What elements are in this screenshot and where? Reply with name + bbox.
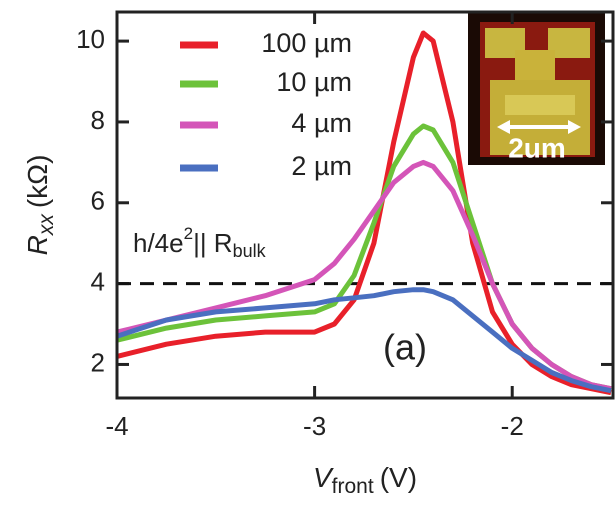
x-tick-label: -4 [105, 411, 128, 441]
label-sup: 2 [184, 224, 193, 243]
legend-label: 2 µm [291, 151, 352, 181]
x-tick-label: -3 [303, 411, 326, 441]
y-tick-label: 2 [91, 347, 105, 377]
label-main: R [22, 235, 53, 255]
label-unit: (kΩ) [22, 155, 53, 209]
chart: 2um246810-4-3-2h/4e2|| Rbulk100 µm10 µm4… [0, 0, 615, 507]
label-part: h/4e [133, 228, 184, 258]
reference-label: h/4e2|| Rbulk [133, 224, 267, 260]
legend-label: 100 µm [261, 28, 352, 58]
y-axis-label: Rxx (kΩ) [22, 155, 57, 256]
legend-label: 10 µm [276, 67, 352, 97]
y-tick-label: 4 [91, 266, 105, 296]
inset-label: 2um [508, 132, 566, 163]
x-tick-label: -2 [501, 411, 524, 441]
y-tick-label: 6 [91, 186, 105, 216]
label-part: || R [193, 228, 233, 258]
legend-label: 4 µm [291, 108, 352, 138]
y-tick-label: 8 [91, 105, 105, 135]
label-sub: front [332, 475, 374, 498]
label-sub: bulk [233, 241, 267, 261]
label-unit: (V) [380, 462, 417, 493]
x-axis-label: Vfront(V) [313, 462, 417, 497]
y-tick-label: 10 [76, 24, 105, 54]
panel-label: (a) [383, 327, 427, 368]
label-sub: xx [35, 213, 58, 237]
